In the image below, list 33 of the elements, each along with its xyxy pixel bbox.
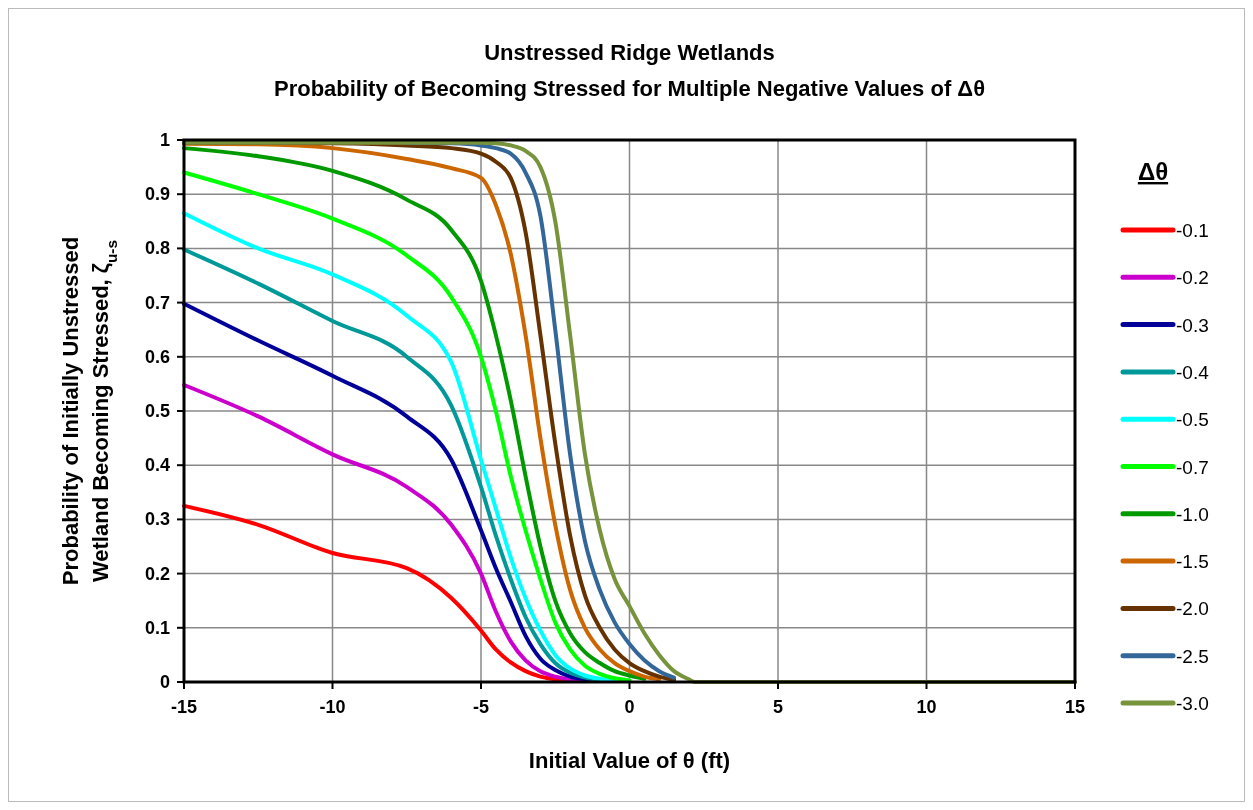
y-tick-label: 0.4: [144, 455, 170, 476]
x-tick-label: 0: [624, 697, 635, 717]
y-tick-label: 0.1: [144, 617, 170, 638]
chart-subtitle: Probability of Becoming Stressed for Multiple Negative Values of Δθ: [273, 76, 986, 101]
x-tick-label: 10: [916, 697, 937, 717]
legend-label: -2.0: [1176, 598, 1209, 620]
y-tick-label: 0.9: [144, 184, 170, 205]
x-tick-label: 15: [1064, 697, 1086, 717]
y-tick-label: 0: [159, 672, 170, 692]
x-tick-label: 5: [772, 697, 784, 717]
legend-label: -1.0: [1176, 503, 1209, 525]
y-tick-label: 0.6: [144, 346, 170, 367]
y-tick-label: 0.5: [144, 401, 170, 421]
legend-title: Δθ: [1137, 158, 1169, 185]
legend-label: -2.5: [1176, 645, 1209, 667]
x-tick-label: -10: [319, 697, 346, 717]
legend-label: -0.5: [1176, 409, 1209, 431]
legend-label: -1.5: [1176, 551, 1209, 573]
y-tick-label: 0.8: [144, 238, 170, 259]
x-tick-label: -5: [472, 697, 490, 717]
legend-label: -0.7: [1176, 456, 1209, 478]
y-tick-label: 1: [159, 130, 170, 150]
y-tick-label: 0.2: [144, 563, 170, 584]
legend-label: -0.3: [1176, 314, 1209, 336]
legend-label: -0.2: [1176, 267, 1209, 289]
legend-label: -0.4: [1176, 361, 1210, 383]
y-tick-label: 0.7: [144, 292, 170, 313]
legend-label: -0.1: [1176, 220, 1209, 241]
y-tick-label: 0.3: [144, 509, 170, 530]
legend-label: -3.0: [1176, 693, 1209, 714]
chart-title: Unstressed Ridge Wetlands: [484, 40, 775, 65]
x-tick-label: -15: [170, 697, 198, 717]
x-axis-title: Initial Value of θ (ft): [528, 748, 731, 773]
